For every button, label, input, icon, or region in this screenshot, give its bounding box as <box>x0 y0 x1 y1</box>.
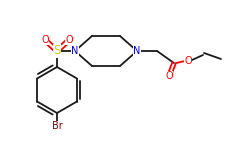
Text: O: O <box>65 35 73 45</box>
Text: O: O <box>184 56 192 66</box>
Text: O: O <box>165 71 173 81</box>
Text: N: N <box>133 46 141 56</box>
Text: O: O <box>41 35 49 45</box>
Text: S: S <box>53 45 61 57</box>
Text: Br: Br <box>52 121 62 131</box>
Text: N: N <box>71 46 79 56</box>
